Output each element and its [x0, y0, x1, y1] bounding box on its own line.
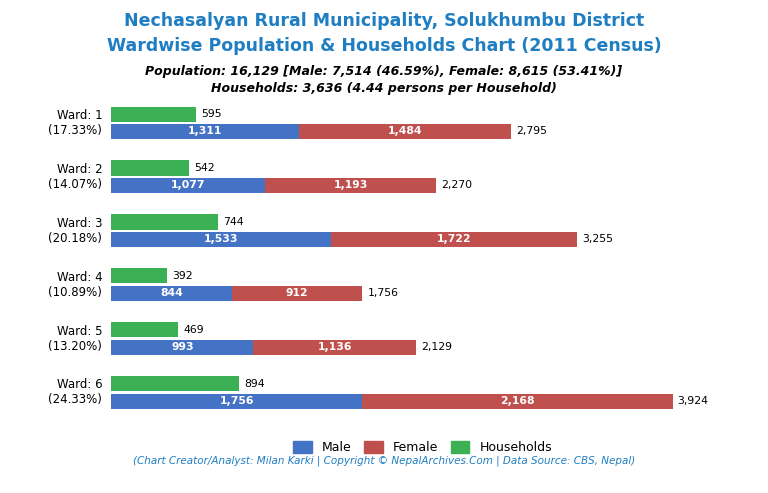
Text: 894: 894	[244, 379, 265, 389]
Legend: Male, Female, Households: Male, Female, Households	[288, 436, 557, 459]
Text: 2,168: 2,168	[500, 396, 535, 406]
Text: 469: 469	[184, 325, 204, 335]
Bar	[299, 124, 511, 139]
Text: 595: 595	[201, 109, 222, 119]
Bar	[111, 161, 189, 176]
Bar	[111, 124, 299, 139]
Text: 2,270: 2,270	[441, 180, 472, 190]
Text: 1,756: 1,756	[367, 288, 399, 298]
Text: 1,077: 1,077	[171, 180, 206, 190]
Text: 912: 912	[286, 288, 309, 298]
Text: (Chart Creator/Analyst: Milan Karki | Copyright © NepalArchives.Com | Data Sourc: (Chart Creator/Analyst: Milan Karki | Co…	[133, 456, 635, 466]
Bar	[111, 106, 197, 122]
Text: 993: 993	[171, 342, 194, 352]
Text: 844: 844	[161, 288, 183, 298]
Bar	[232, 285, 362, 301]
Text: Nechasalyan Rural Municipality, Solukhumbu District: Nechasalyan Rural Municipality, Solukhum…	[124, 12, 644, 31]
Text: Households: 3,636 (4.44 persons per Household): Households: 3,636 (4.44 persons per Hous…	[211, 82, 557, 95]
Bar	[111, 340, 253, 354]
Text: 1,722: 1,722	[436, 234, 471, 244]
Bar	[253, 340, 415, 354]
Text: 1,311: 1,311	[188, 126, 222, 137]
Bar	[111, 178, 266, 193]
Bar	[111, 232, 330, 247]
Text: 744: 744	[223, 217, 243, 227]
Bar	[111, 285, 232, 301]
Text: 2,129: 2,129	[421, 342, 452, 352]
Text: 1,484: 1,484	[388, 126, 422, 137]
Bar	[111, 322, 178, 337]
Text: 542: 542	[194, 163, 214, 173]
Bar	[266, 178, 436, 193]
Text: 3,255: 3,255	[582, 234, 613, 244]
Text: 1,193: 1,193	[333, 180, 368, 190]
Bar	[111, 376, 239, 391]
Text: 2,795: 2,795	[516, 126, 547, 137]
Bar	[111, 393, 362, 409]
Bar	[111, 214, 218, 230]
Text: 392: 392	[173, 271, 193, 281]
Text: Wardwise Population & Households Chart (2011 Census): Wardwise Population & Households Chart (…	[107, 37, 661, 55]
Text: 1,533: 1,533	[204, 234, 238, 244]
Bar	[111, 268, 167, 283]
Text: 3,924: 3,924	[677, 396, 709, 406]
Text: 1,136: 1,136	[317, 342, 352, 352]
Bar	[362, 393, 673, 409]
Bar	[330, 232, 577, 247]
Text: Population: 16,129 [Male: 7,514 (46.59%), Female: 8,615 (53.41%)]: Population: 16,129 [Male: 7,514 (46.59%)…	[145, 65, 623, 78]
Text: 1,756: 1,756	[220, 396, 254, 406]
